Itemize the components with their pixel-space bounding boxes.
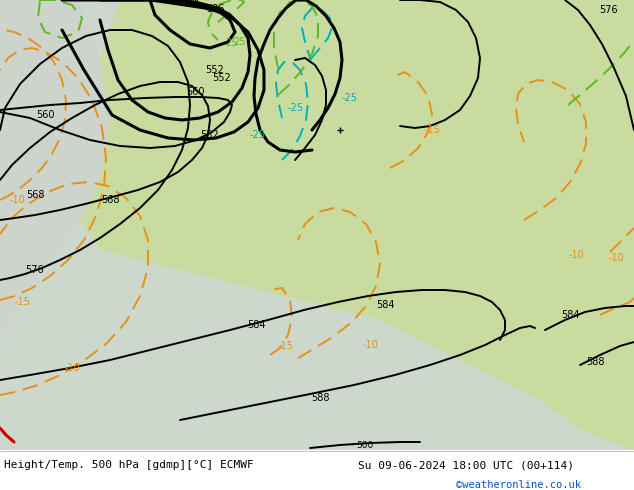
Text: 588: 588 [311, 393, 329, 403]
Text: 500: 500 [356, 441, 373, 449]
Text: -25: -25 [288, 103, 304, 113]
Text: 576: 576 [598, 5, 618, 15]
Text: 576: 576 [26, 265, 44, 275]
Polygon shape [60, 0, 634, 450]
Text: -10: -10 [568, 250, 584, 260]
Text: -25: -25 [342, 93, 358, 103]
Text: -15: -15 [424, 125, 440, 135]
Polygon shape [0, 0, 110, 340]
Text: ©weatheronline.co.uk: ©weatheronline.co.uk [456, 480, 581, 490]
Text: 584: 584 [376, 300, 394, 310]
Text: 25: 25 [226, 38, 238, 48]
Text: 552: 552 [212, 73, 231, 83]
Text: 552: 552 [205, 65, 224, 75]
Text: -15: -15 [277, 341, 293, 351]
Polygon shape [0, 0, 634, 450]
Text: Height/Temp. 500 hPa [gdmp][°C] ECMWF: Height/Temp. 500 hPa [gdmp][°C] ECMWF [4, 460, 254, 470]
Text: 584: 584 [247, 320, 265, 330]
Text: 552: 552 [200, 130, 219, 140]
Text: 568: 568 [26, 190, 44, 200]
Text: -10: -10 [64, 363, 80, 373]
Text: Su 09-06-2024 18:00 UTC (00+114): Su 09-06-2024 18:00 UTC (00+114) [358, 460, 574, 470]
Text: -10: -10 [608, 253, 624, 263]
Text: -10: -10 [9, 195, 25, 205]
Text: 544: 544 [181, 0, 199, 8]
Text: 560: 560 [36, 110, 55, 120]
Text: 560: 560 [186, 87, 204, 97]
Text: -10: -10 [362, 340, 378, 350]
Text: 536: 536 [206, 4, 224, 14]
Text: 25: 25 [234, 37, 246, 47]
Text: 588: 588 [586, 357, 604, 367]
Text: 568: 568 [101, 195, 119, 205]
Text: -25: -25 [250, 130, 266, 140]
Text: 584: 584 [560, 310, 579, 320]
Text: -15: -15 [14, 297, 30, 307]
